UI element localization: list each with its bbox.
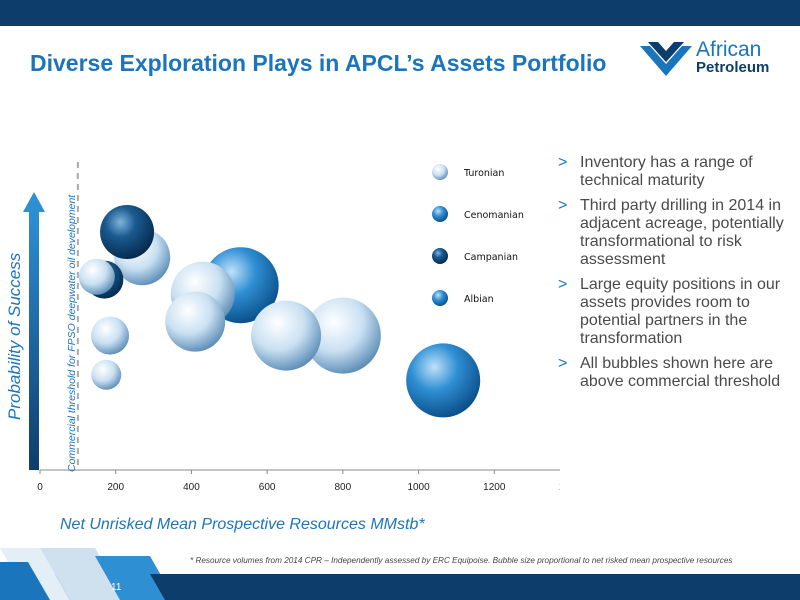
bullet-marker: > — [558, 276, 568, 293]
legend-marker-turonian — [432, 164, 448, 180]
logo-mark-icon — [640, 42, 692, 76]
bubble-turonian — [304, 297, 381, 374]
x-tick-label: 600 — [259, 482, 276, 490]
top-band — [0, 0, 800, 26]
legend-marker-campanian — [432, 248, 448, 264]
legend-marker-cenomanian — [432, 206, 448, 222]
x-tick-label: 800 — [335, 482, 352, 490]
bubble-cenomanian — [406, 343, 481, 418]
x-tick-label: 1400 — [559, 482, 560, 490]
bubble-layer — [78, 205, 481, 418]
bubble-turonian — [251, 300, 322, 371]
bullet-item: > Third party drilling in 2014 in adjacen… — [556, 197, 792, 269]
bubble-turonian — [165, 291, 226, 352]
slide-title: Diverse Exploration Plays in APCL’s Asse… — [30, 50, 607, 76]
legend-label-cenomanian: Cenomanian — [464, 210, 524, 221]
bullet-item: > Large equity positions in our assets pr… — [556, 276, 792, 348]
logo-text-petroleum: Petroleum — [696, 59, 770, 76]
x-axis-label: Net Unrisked Mean Prospective Resources … — [60, 516, 425, 533]
logo: African Petroleum — [640, 38, 780, 80]
chart-axes: 0 200 400 600 800 1000 1200 1400 — [23, 192, 560, 490]
footnote: * Resource volumes from 2014 CPR – Indep… — [190, 556, 733, 565]
bubble-turonian — [78, 258, 115, 295]
bullet-list: > Inventory has a range of technical matu… — [556, 154, 792, 398]
bullet-text: All bubbles shown here are above commerc… — [580, 355, 781, 390]
y-axis-arrow-shaft — [29, 210, 39, 470]
bullet-text: Large equity positions in our assets pro… — [580, 276, 781, 347]
x-tick-label: 200 — [107, 482, 124, 490]
x-tick-label: 400 — [183, 482, 200, 490]
logo-text-african: African — [696, 38, 762, 61]
footer-stripes — [0, 548, 225, 600]
bubble-campanian — [100, 205, 155, 259]
page-number: 11 — [111, 582, 122, 593]
x-tick-label: 1200 — [483, 482, 506, 490]
bullet-item: > All bubbles shown here are above commer… — [556, 355, 792, 391]
bubble-chart: 0 200 400 600 800 1000 1200 1400 Turonian Cenoma… — [23, 162, 560, 490]
x-tick-label: 1000 — [407, 482, 430, 490]
legend-label-albian: Albian — [464, 294, 494, 305]
bullet-text: Inventory has a range of technical matur… — [580, 154, 753, 189]
legend-label-campanian: Campanian — [464, 252, 518, 263]
bullet-item: > Inventory has a range of technical matu… — [556, 154, 792, 190]
bubble-turonian — [91, 359, 122, 390]
bullet-marker: > — [558, 197, 568, 214]
bullet-text: Third party drilling in 2014 in adjacent… — [580, 197, 784, 268]
chart-legend: Turonian Cenomanian Campanian Albian — [432, 164, 524, 306]
bullet-marker: > — [558, 154, 568, 171]
x-tick-label: 0 — [37, 482, 43, 490]
bubble-turonian — [91, 316, 130, 355]
legend-label-turonian: Turonian — [463, 168, 504, 179]
y-axis-arrow-head — [23, 192, 45, 212]
bullet-marker: > — [558, 355, 568, 372]
legend-marker-albian — [432, 290, 448, 306]
